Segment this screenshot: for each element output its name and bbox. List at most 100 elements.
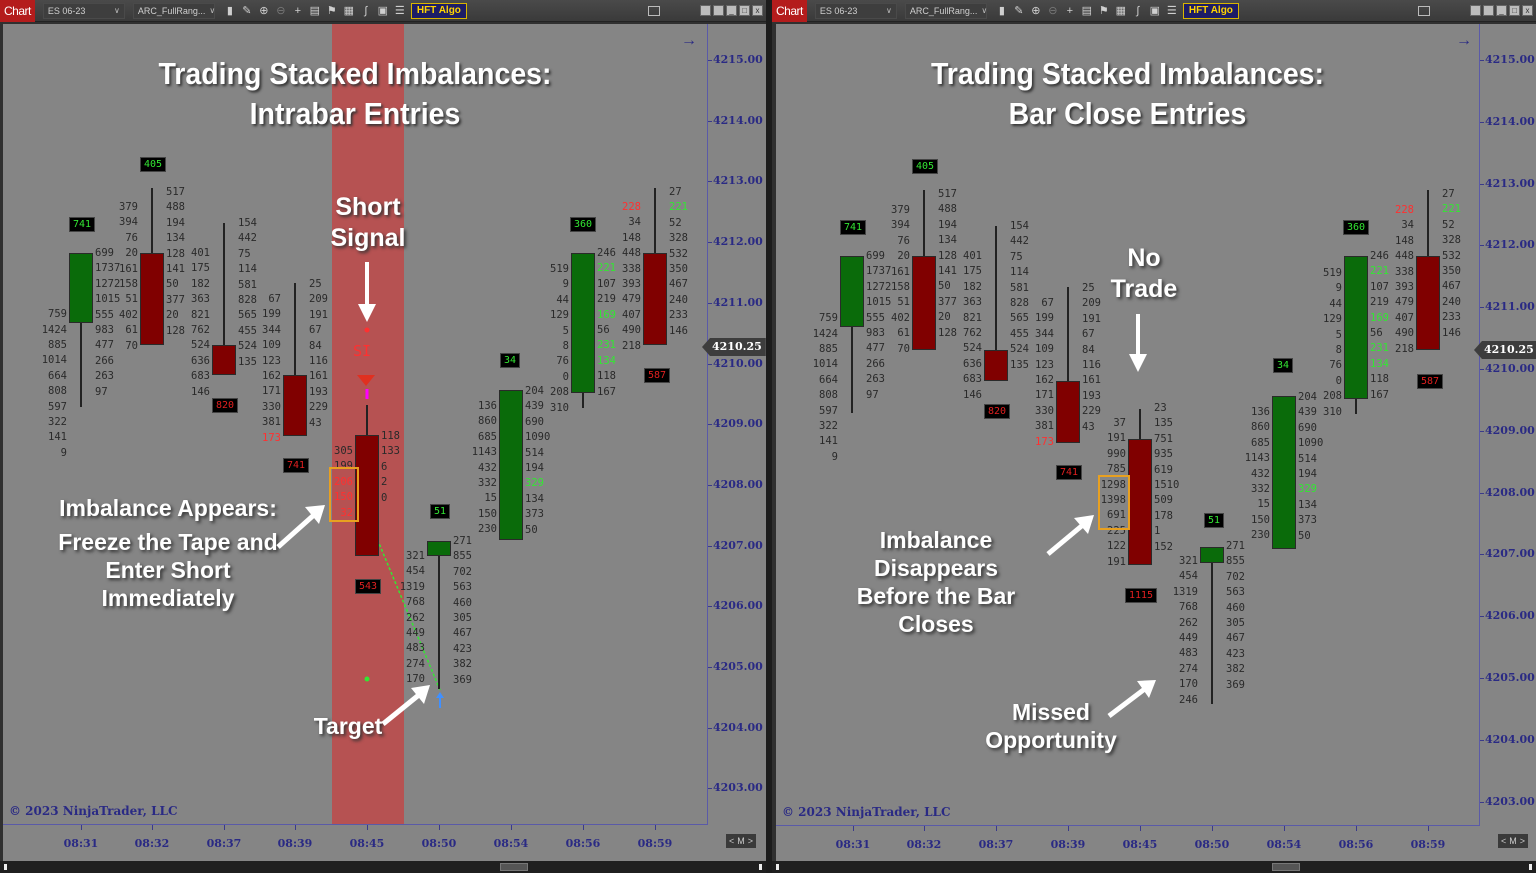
maximize-icon[interactable]: □ (1509, 5, 1520, 16)
candle-body-0850[interactable] (427, 541, 451, 556)
properties-list-icon[interactable]: ☰ (1166, 5, 1177, 17)
zoom-in-icon[interactable]: ⊕ (259, 5, 269, 17)
tile-icon[interactable] (713, 5, 724, 16)
strategies-flag-icon[interactable]: ⚑ (1098, 5, 1109, 17)
go-to-latest-icon[interactable]: → (681, 32, 697, 49)
scroll-end-handle[interactable] (1529, 864, 1532, 870)
chart-window-bar-close: Chart ES 06-23 ∨ ARC_FullRang... ∨ ▮ ✎ ⊕ ⊖… (772, 0, 1536, 873)
minimize-icon[interactable]: _ (1496, 5, 1507, 16)
bid-volume-cell: 363 (191, 293, 210, 306)
candle-body-0854[interactable] (499, 390, 523, 540)
hft-algo-button[interactable]: HFT Algo (410, 2, 467, 19)
hft-algo-button[interactable]: HFT Algo (1182, 2, 1239, 19)
candle-body-0831[interactable] (840, 256, 864, 327)
popout-icon[interactable] (648, 5, 660, 16)
horizontal-scrollbar[interactable] (772, 861, 1536, 873)
scroll-left-button[interactable]: < (1501, 836, 1507, 846)
scrollbar-thumb[interactable] (1272, 863, 1300, 871)
candle-body-0832[interactable] (912, 256, 936, 350)
scroll-left-button[interactable]: < (729, 836, 735, 846)
bar-type-icon[interactable]: ▮ (998, 5, 1005, 17)
ask-volume-cell: 178 (1154, 509, 1173, 522)
time-axis[interactable]: 08:31 08:32 08:37 08:39 08:45 08:50 08:54 08:56… (3, 825, 766, 861)
candle-body-0839[interactable] (283, 375, 307, 436)
candle-body-0854[interactable] (1272, 396, 1296, 549)
crosshair-icon[interactable]: + (1066, 4, 1074, 17)
zoom-in-icon[interactable]: ⊕ (1031, 5, 1041, 17)
bar-type-icon[interactable]: ▮ (226, 5, 233, 17)
price-axis[interactable]: 4215.00 4214.00 4213.00 4212.00 4211.00 4210.… (1474, 24, 1536, 826)
properties-list-icon[interactable]: ☰ (394, 5, 405, 17)
bid-volume-column: 67 199 344 109 123 162 171 330 381 173 (1035, 296, 1054, 450)
instrument-selector[interactable]: ES 06-23 ∨ (42, 2, 125, 19)
crosshair-icon[interactable]: + (294, 4, 302, 17)
maximize-icon[interactable]: □ (739, 5, 750, 16)
chart-menu-button[interactable]: Chart (772, 0, 807, 22)
minimize-icon[interactable]: _ (726, 5, 737, 16)
ask-volume-column: 118 133 6 2 0 (381, 429, 400, 506)
bid-volume-cell: 1014 (812, 358, 838, 371)
scroll-end-handle[interactable] (759, 864, 762, 870)
close-icon[interactable]: x (1522, 5, 1533, 16)
ask-volume-cell: 233 (1442, 311, 1461, 324)
scroll-start-handle[interactable] (776, 864, 779, 870)
candle-body-0837[interactable] (984, 350, 1008, 381)
candle-body-0850[interactable] (1200, 547, 1224, 563)
price-axis[interactable]: 4215.00 4214.00 4213.00 4212.00 4211.00 4210.… (702, 24, 766, 825)
zoom-out-icon[interactable]: ⊖ (1048, 5, 1058, 17)
indicators-icon[interactable]: ∫ (364, 4, 368, 17)
scroll-start-handle[interactable] (4, 864, 7, 870)
bid-volume-cell: 344 (262, 323, 281, 336)
instrument-selector[interactable]: ES 06-23 ∨ (814, 2, 897, 19)
draw-pencil-icon[interactable]: ✎ (1014, 5, 1024, 17)
candle-body-0831[interactable] (69, 253, 93, 323)
candle-body-0839[interactable] (1056, 381, 1080, 443)
bar-type-selector[interactable]: ARC_FullRang... ∨ (132, 2, 215, 19)
bar-delta-badge: 741 (840, 220, 867, 235)
data-box-icon[interactable]: ▤ (1081, 5, 1093, 17)
zoom-out-icon[interactable]: ⊖ (276, 5, 286, 17)
go-to-latest-icon[interactable]: → (1456, 32, 1472, 49)
templates-icon[interactable]: ▣ (1149, 5, 1161, 17)
price-panel[interactable]: Trading Stacked Imbalances: Bar Close En… (776, 24, 1480, 826)
ask-volume-cell: 146 (669, 324, 688, 337)
chart-menu-button[interactable]: Chart (0, 0, 35, 22)
scroll-right-button[interactable]: > (1519, 836, 1526, 846)
candle-body-0837[interactable] (212, 345, 236, 375)
ask-volume-cell: 194 (525, 462, 544, 475)
scroll-middle-button[interactable]: M (1509, 836, 1517, 846)
tile-icon[interactable] (1483, 5, 1494, 16)
data-box-icon[interactable]: ▤ (309, 5, 321, 17)
candle-body-0856[interactable] (1344, 256, 1368, 399)
chart-trader-icon[interactable]: ▦ (343, 5, 355, 17)
bid-volume-cell: 305 (334, 445, 353, 457)
templates-icon[interactable]: ▣ (377, 5, 389, 17)
candle-body-0859[interactable] (1416, 256, 1440, 350)
scroll-right-button[interactable]: > (747, 836, 754, 846)
y-axis-label: 4208.00 (1485, 485, 1535, 499)
scrollbar-thumb[interactable] (500, 863, 528, 871)
ask-volume-cell: 25 (1082, 282, 1095, 294)
ask-volume-cell: 305 (453, 612, 472, 625)
candle-body-0845[interactable] (355, 435, 379, 556)
ask-volume-cell: 2 (381, 476, 388, 489)
candle-body-0832[interactable] (140, 253, 164, 345)
bar-navigation[interactable]: < M > (1498, 834, 1529, 848)
time-axis[interactable]: 08:31 08:32 08:37 08:39 08:45 08:50 08:54 08:56… (776, 826, 1536, 862)
popout-icon[interactable] (1418, 5, 1430, 16)
candle-body-0856[interactable] (571, 253, 595, 393)
strategies-flag-icon[interactable]: ⚑ (326, 5, 337, 17)
scroll-middle-button[interactable]: M (737, 836, 745, 846)
candle-body-0859[interactable] (643, 253, 667, 345)
tile-icon[interactable] (700, 5, 711, 16)
candle-body-0845[interactable] (1128, 439, 1152, 565)
chart-trader-icon[interactable]: ▦ (1115, 5, 1127, 17)
price-panel[interactable]: Trading Stacked Imbalances: Intrabar Ent… (3, 24, 708, 825)
bar-type-selector[interactable]: ARC_FullRang... ∨ (904, 2, 987, 19)
draw-pencil-icon[interactable]: ✎ (242, 5, 252, 17)
close-icon[interactable]: x (752, 5, 763, 16)
horizontal-scrollbar[interactable] (0, 861, 766, 873)
bar-navigation[interactable]: < M > (726, 834, 757, 848)
indicators-icon[interactable]: ∫ (1136, 4, 1140, 17)
tile-icon[interactable] (1470, 5, 1481, 16)
